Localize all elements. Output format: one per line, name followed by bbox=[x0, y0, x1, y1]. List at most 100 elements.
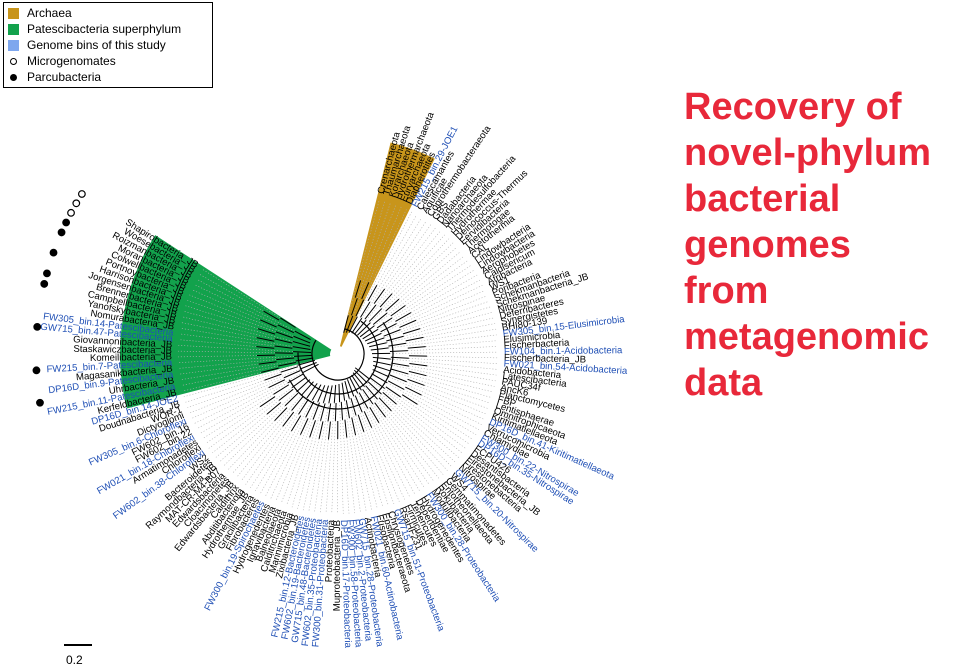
patescibacteria-clade-wedge bbox=[120, 235, 332, 409]
legend-label: Archaea bbox=[27, 6, 72, 20]
branch-extension bbox=[378, 422, 421, 492]
genome-bins-swatch bbox=[8, 39, 19, 51]
branch-extension bbox=[182, 316, 275, 340]
branch-extension bbox=[349, 417, 367, 512]
branch bbox=[355, 299, 365, 317]
branch bbox=[407, 378, 425, 386]
branch bbox=[354, 367, 370, 380]
branch-extension bbox=[178, 356, 295, 363]
branch-extension bbox=[386, 251, 461, 314]
branch bbox=[292, 340, 311, 347]
leaf-label: Muproteobacteria_JB bbox=[332, 520, 343, 611]
branch bbox=[390, 356, 409, 359]
branch-extension bbox=[381, 284, 483, 334]
branch bbox=[358, 392, 369, 409]
branch bbox=[276, 357, 295, 361]
branch bbox=[293, 351, 312, 354]
branch bbox=[334, 402, 337, 421]
leaf-label: Fischerbacteria bbox=[504, 337, 571, 351]
branch-extension bbox=[369, 378, 464, 454]
branch-extension bbox=[349, 398, 378, 510]
branch-extension bbox=[407, 346, 498, 351]
branch bbox=[294, 354, 313, 357]
branch-extension bbox=[219, 391, 297, 462]
branch-extension bbox=[421, 394, 482, 425]
branch bbox=[388, 342, 407, 347]
headline-line: genomes bbox=[684, 224, 851, 266]
scale-bar: 0.2 bbox=[64, 644, 92, 667]
branch-extension bbox=[355, 415, 384, 508]
branch bbox=[297, 359, 316, 366]
branch bbox=[372, 312, 388, 325]
branch-extension bbox=[408, 365, 496, 382]
branch-extension bbox=[403, 311, 493, 337]
branch-extension bbox=[325, 402, 335, 514]
patescibacteria-swatch bbox=[8, 23, 19, 35]
branch-extension bbox=[331, 420, 336, 514]
branch-extension bbox=[357, 393, 411, 498]
branch-arc bbox=[311, 328, 365, 381]
branch-extension bbox=[179, 333, 275, 347]
branch-extension bbox=[205, 406, 261, 444]
branch bbox=[318, 421, 324, 440]
branch-extension bbox=[348, 199, 380, 316]
branch bbox=[365, 385, 378, 400]
branch bbox=[284, 392, 299, 407]
branch-extension bbox=[374, 255, 465, 327]
branch bbox=[390, 305, 406, 317]
branch-extension bbox=[403, 389, 480, 430]
branch-extension bbox=[344, 400, 361, 513]
legend-label: Patescibacteria superphylum bbox=[27, 22, 182, 36]
parcubacteria-marker bbox=[32, 366, 41, 375]
branch bbox=[357, 414, 365, 432]
branch-extension bbox=[355, 435, 373, 511]
branch bbox=[274, 407, 288, 422]
branch bbox=[367, 284, 378, 302]
branch-extension bbox=[423, 323, 496, 338]
branch bbox=[317, 385, 326, 403]
parcubacteria-marker bbox=[49, 248, 58, 257]
branch bbox=[343, 315, 349, 333]
branch-extension bbox=[364, 386, 440, 479]
branch bbox=[405, 336, 424, 342]
tree-branches bbox=[178, 199, 498, 515]
branch-extension bbox=[391, 410, 448, 471]
branch-extension bbox=[254, 430, 292, 492]
branch bbox=[266, 402, 282, 415]
branch-extension bbox=[297, 420, 321, 509]
scale-bar-label: 0.2 bbox=[66, 653, 83, 667]
branch bbox=[327, 403, 332, 422]
branch bbox=[261, 367, 279, 373]
branch bbox=[402, 328, 421, 335]
branch-extension bbox=[314, 421, 329, 513]
branch bbox=[263, 310, 280, 321]
branch-extension bbox=[410, 274, 478, 313]
branch bbox=[280, 366, 299, 373]
branch bbox=[291, 376, 307, 389]
branch bbox=[369, 407, 380, 423]
branch-extension bbox=[183, 311, 293, 342]
headline-line: novel-phylum bbox=[684, 132, 932, 174]
branch-arc bbox=[297, 320, 379, 395]
branch-extension bbox=[365, 230, 441, 321]
branch bbox=[309, 420, 316, 438]
branch-extension bbox=[275, 401, 319, 502]
branch bbox=[372, 369, 390, 378]
branch bbox=[320, 403, 326, 421]
branch-extension bbox=[384, 388, 467, 450]
branch bbox=[275, 331, 293, 339]
branch bbox=[405, 386, 422, 396]
branch bbox=[370, 347, 389, 351]
branch-extension bbox=[371, 427, 405, 500]
branch-extension bbox=[370, 242, 454, 323]
branch-extension bbox=[389, 351, 498, 354]
branch-extension bbox=[180, 327, 293, 347]
branch-extension bbox=[191, 289, 261, 321]
branch bbox=[354, 319, 367, 335]
branch-extension bbox=[196, 372, 303, 430]
branch bbox=[344, 419, 348, 438]
branch bbox=[340, 401, 344, 420]
branch bbox=[282, 411, 295, 427]
branch bbox=[359, 325, 375, 338]
